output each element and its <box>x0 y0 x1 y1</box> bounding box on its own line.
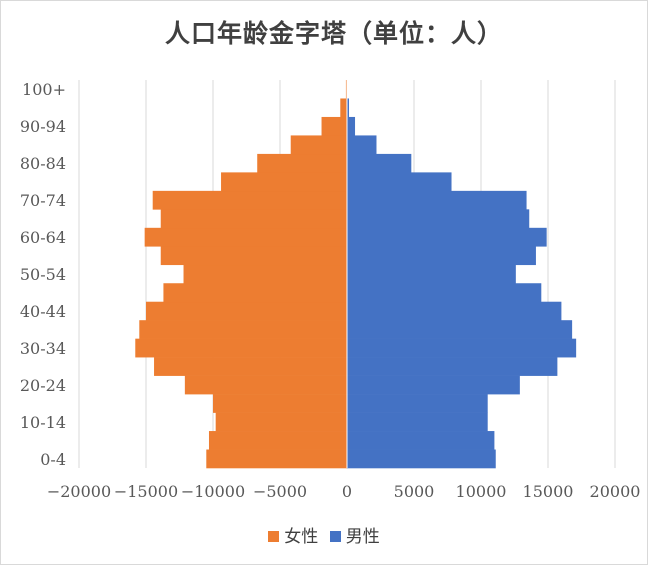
y-tick-label: 10-14 <box>20 413 66 432</box>
x-tick-label: −15000 <box>114 482 178 501</box>
x-tick-label: 5000 <box>394 482 435 501</box>
bar-male-65-69 <box>347 209 530 229</box>
y-axis-ticks: 0-4 10-14 20-24 30-34 40-44 50-54 60-64 70-74 80… <box>20 80 66 469</box>
x-tick-label: −20000 <box>47 482 111 501</box>
bar-female-35-39 <box>139 320 347 339</box>
y-tick-label: 50-54 <box>20 265 66 284</box>
bar-male-30-34 <box>347 338 577 358</box>
bar-female-40-44 <box>146 301 347 321</box>
bar-female-100+ <box>345 80 347 99</box>
bar-male-50-54 <box>347 264 516 284</box>
y-tick-label: 90-94 <box>20 117 66 136</box>
bar-male-75-79 <box>347 172 452 192</box>
bar-male-85-89 <box>347 135 377 155</box>
legend-item-female: 女性 <box>268 522 318 547</box>
bar-female-20-24 <box>184 375 347 395</box>
bar-female-95-99 <box>340 98 347 118</box>
bar-male-0-4 <box>347 449 496 469</box>
x-tick-label: −5000 <box>253 482 307 501</box>
bar-male-40-44 <box>347 301 562 321</box>
legend-swatch-male <box>329 531 341 542</box>
bar-female-5-9 <box>208 431 347 450</box>
bar-male-5-9 <box>347 431 495 450</box>
x-tick-label: −10000 <box>181 482 245 501</box>
y-tick-label: 30-34 <box>20 339 66 358</box>
legend-label-female: 女性 <box>284 527 319 547</box>
bar-male-55-59 <box>347 246 536 266</box>
bar-male-80-84 <box>347 153 412 173</box>
bar-male-60-64 <box>347 227 547 247</box>
bar-female-30-34 <box>135 338 347 358</box>
y-tick-label: 40-44 <box>20 302 66 321</box>
chart-title: 人口年龄金字塔（单位：人） <box>165 19 504 48</box>
bar-male-35-39 <box>347 320 573 339</box>
bar-male-25-29 <box>347 357 558 376</box>
bar-female-15-19 <box>213 394 347 413</box>
y-tick-label: 80-84 <box>20 154 66 173</box>
bar-female-70-74 <box>152 190 347 210</box>
x-tick-label: 20000 <box>590 482 641 501</box>
bar-female-50-54 <box>183 264 347 284</box>
bar-male-45-49 <box>347 283 542 303</box>
x-tick-label: 10000 <box>456 482 507 501</box>
bar-male-95-99 <box>347 98 350 118</box>
bars <box>135 80 577 469</box>
bar-female-75-79 <box>221 172 347 192</box>
y-tick-label: 70-74 <box>20 191 66 210</box>
bar-male-15-19 <box>347 394 488 413</box>
x-tick-label: 15000 <box>523 482 574 501</box>
bar-female-55-59 <box>160 246 347 266</box>
y-tick-label: 0-4 <box>40 450 66 469</box>
bar-male-70-74 <box>347 190 527 210</box>
bar-male-10-14 <box>347 412 488 432</box>
bar-female-45-49 <box>163 283 347 303</box>
y-tick-label: 100+ <box>22 80 66 99</box>
legend-swatch-female <box>268 531 280 542</box>
bar-male-20-24 <box>347 375 520 395</box>
bar-female-80-84 <box>257 153 347 173</box>
x-tick-label: 0 <box>342 482 352 501</box>
bar-female-90-94 <box>321 116 347 136</box>
legend-label-male: 男性 <box>345 527 380 547</box>
legend: 女性 男性 <box>0 522 648 547</box>
bar-female-60-64 <box>144 227 347 247</box>
y-tick-label: 60-64 <box>20 228 66 247</box>
bar-female-65-69 <box>160 209 347 229</box>
bar-female-10-14 <box>215 412 347 432</box>
bar-male-90-94 <box>347 116 356 136</box>
legend-item-male: 男性 <box>329 522 380 547</box>
bar-female-25-29 <box>154 357 347 376</box>
y-tick-label: 20-24 <box>20 376 66 395</box>
bar-female-85-89 <box>290 135 347 155</box>
x-axis-ticks: −20000 −15000 −10000 −5000 0 5000 10000 15000 20… <box>47 482 641 501</box>
bar-female-0-4 <box>206 449 347 469</box>
